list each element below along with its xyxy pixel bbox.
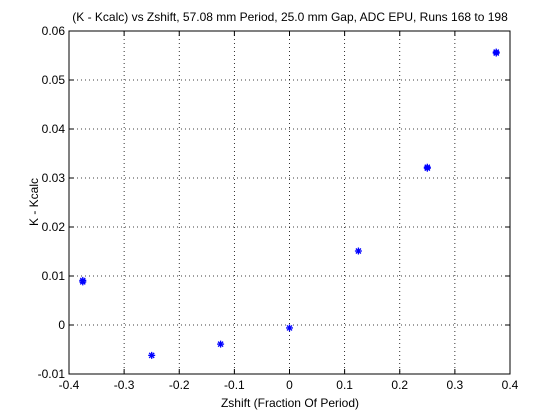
- y-tick-label: 0.01: [42, 269, 66, 283]
- data-point: [148, 351, 156, 359]
- y-tick-label: 0.03: [42, 171, 66, 185]
- data-point: [492, 48, 500, 56]
- x-tick-label: -0.1: [224, 378, 245, 392]
- plot-frame: [68, 30, 511, 375]
- data-point: [354, 247, 362, 255]
- y-tick-label: 0.06: [42, 24, 66, 38]
- axis-ticks: -0.4 -0.3 -0.2 -0.1 0 0.1 0.2 0.3 0.4 -0.01 0 0.01 0…: [38, 24, 519, 392]
- x-tick-label: -0.4: [59, 378, 80, 392]
- data-points: [79, 48, 500, 359]
- y-axis-label: K - Kcalc: [27, 178, 41, 226]
- x-tick-label: -0.2: [169, 378, 190, 392]
- x-tick-label: 0.4: [502, 378, 519, 392]
- x-tick-label: 0.3: [447, 378, 464, 392]
- x-axis-label: Zshift (Fraction Of Period): [221, 396, 359, 410]
- y-tick-label: 0.02: [42, 220, 66, 234]
- grid-lines: [69, 31, 510, 374]
- data-point: [79, 276, 87, 284]
- data-point: [217, 340, 225, 348]
- x-tick-label: -0.3: [114, 378, 135, 392]
- x-tick-label: 0: [286, 378, 293, 392]
- chart-title: (K - Kcalc) vs Zshift, 57.08 mm Period, …: [72, 10, 508, 24]
- y-tick-label: -0.01: [38, 367, 66, 381]
- x-tick-label: 0.2: [391, 378, 408, 392]
- data-point: [286, 324, 293, 332]
- y-tick-label: 0.05: [42, 73, 66, 87]
- x-tick-label: 0.1: [336, 378, 353, 392]
- data-point: [423, 163, 431, 171]
- y-tick-label: 0: [58, 318, 65, 332]
- y-tick-label: 0.04: [42, 122, 66, 136]
